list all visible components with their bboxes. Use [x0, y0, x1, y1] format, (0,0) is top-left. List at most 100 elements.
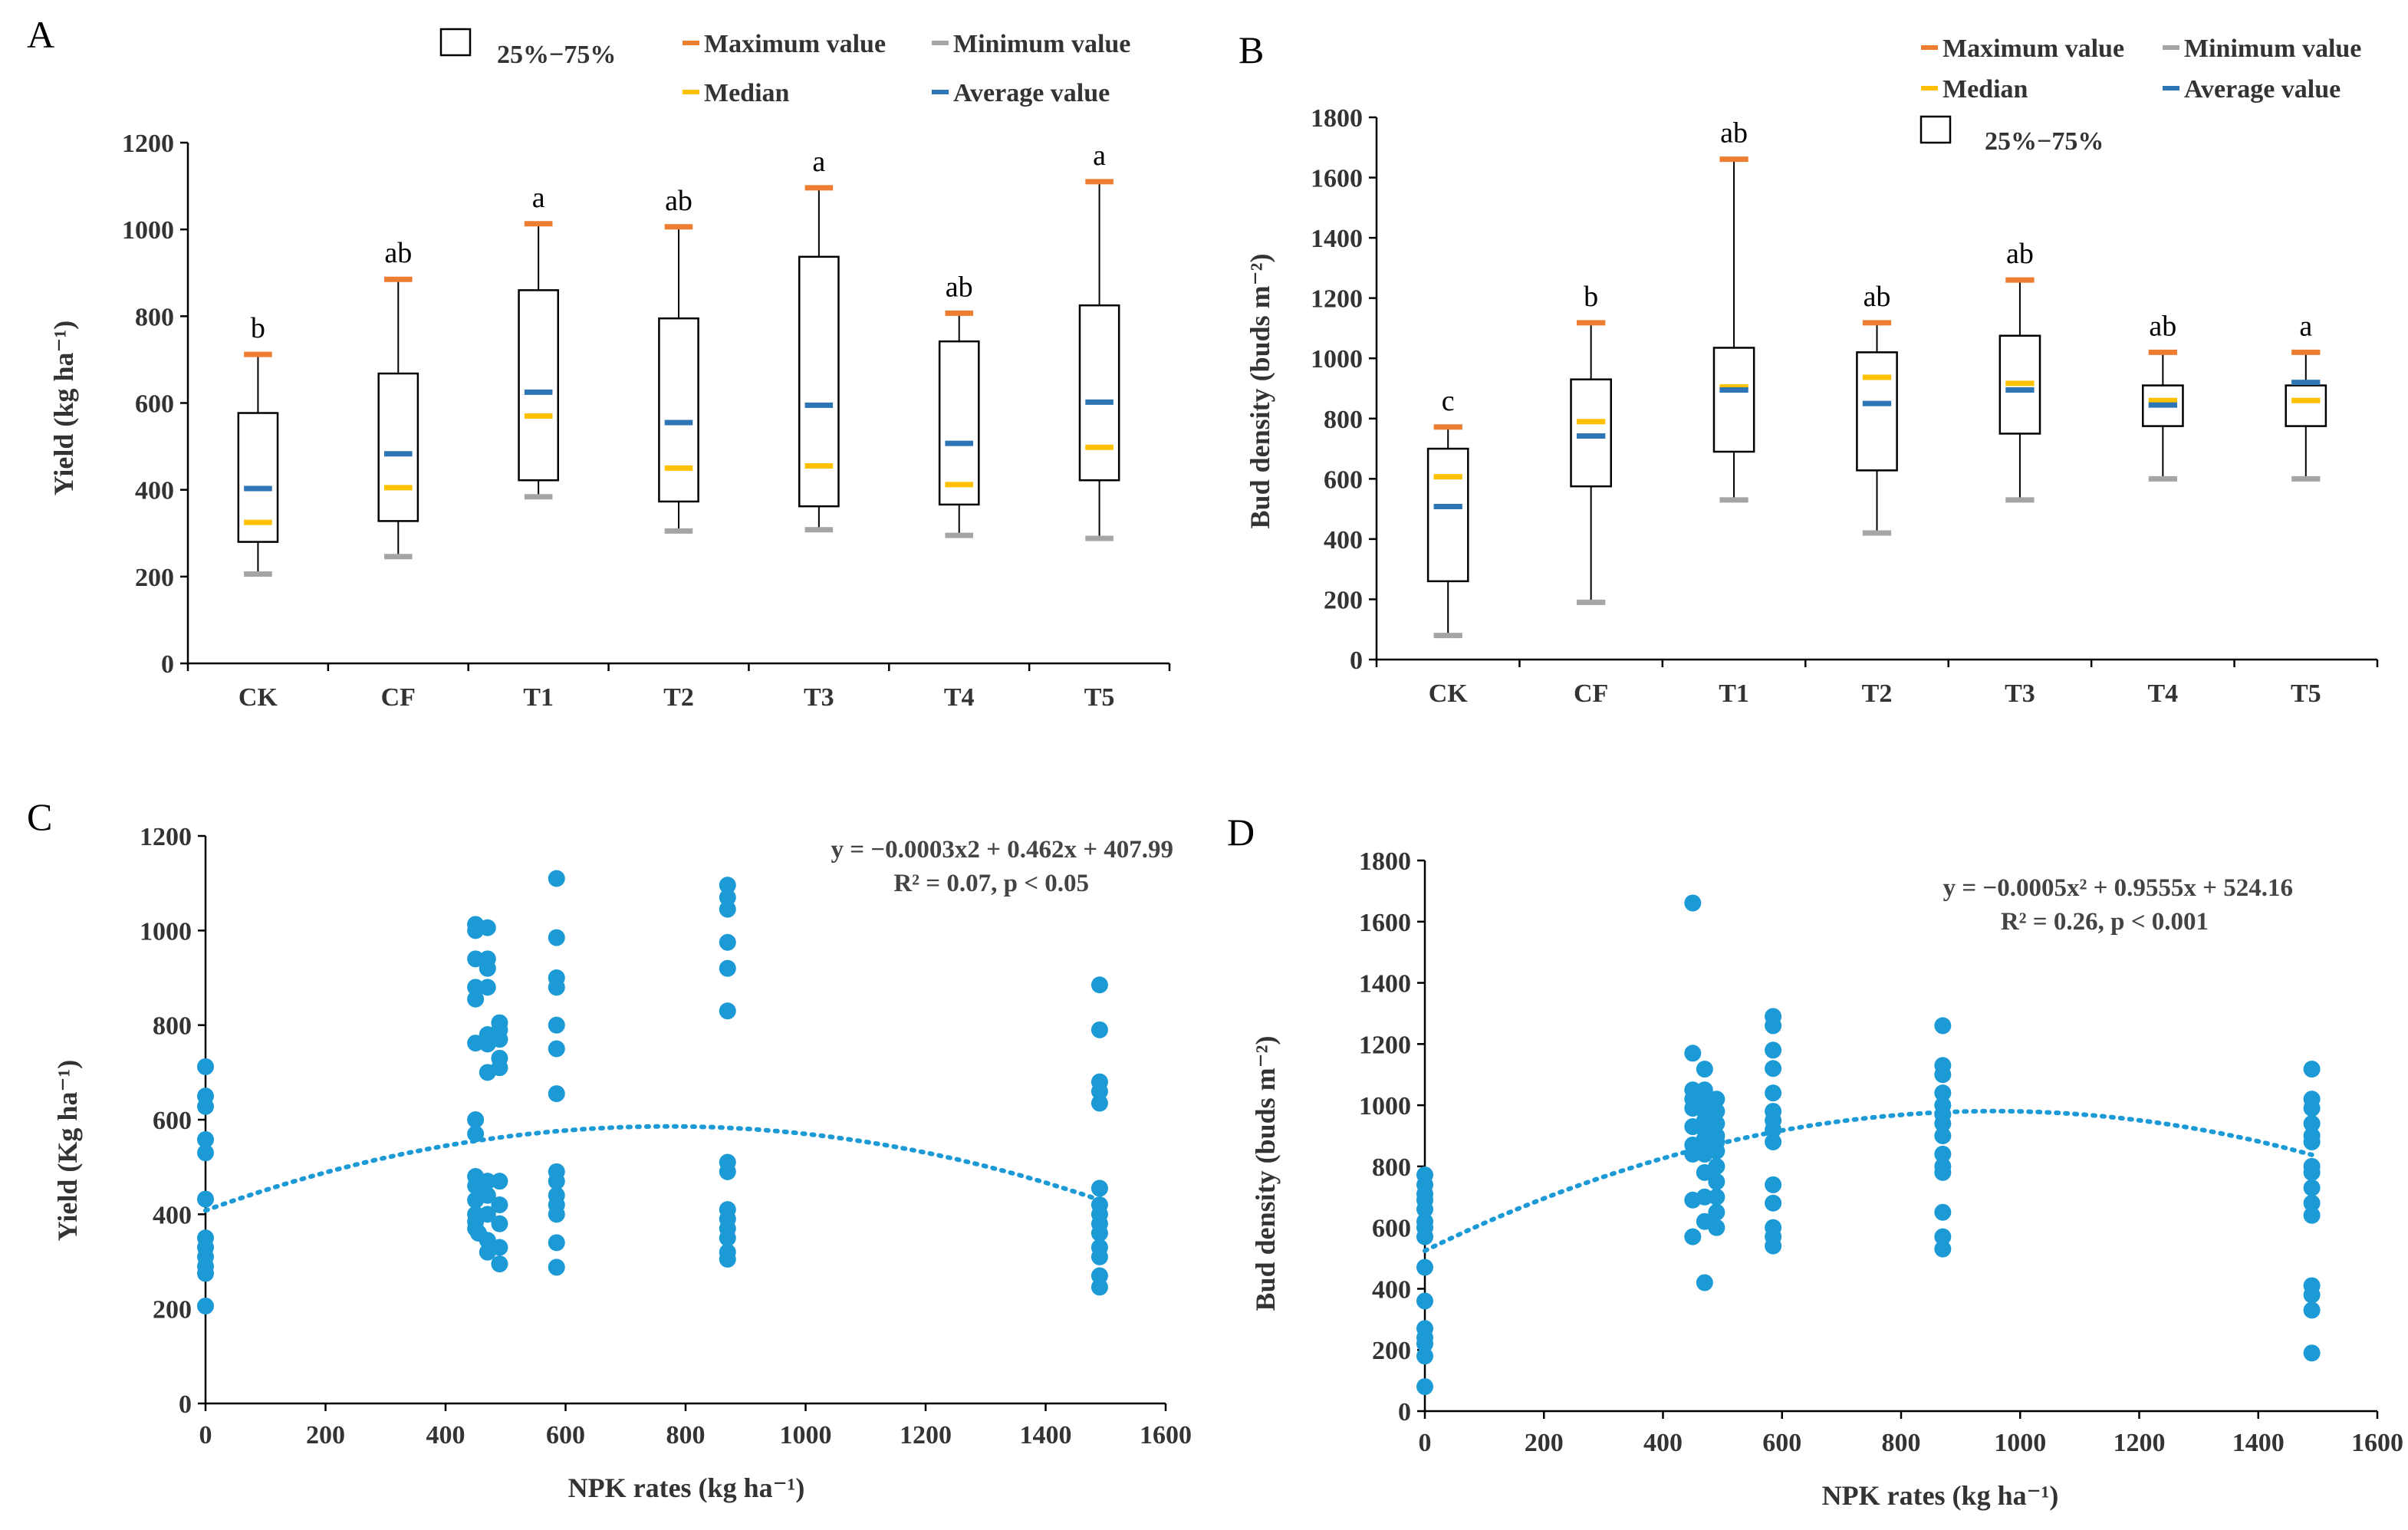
data-point [467, 1035, 485, 1052]
chart-d-svg: D y = −0.0005x² + 0.9555x + 524.16 R² = … [1227, 811, 2403, 1511]
data-point [1684, 1145, 1702, 1163]
data-point [1934, 1240, 1952, 1258]
significance-label: ab [2006, 238, 2034, 270]
data-point [548, 1259, 565, 1276]
data-point [1934, 1228, 1952, 1245]
data-point [1765, 1017, 1782, 1035]
data-point [1765, 1060, 1782, 1078]
significance-label: b [1584, 281, 1598, 313]
data-point [719, 1002, 736, 1020]
significance-label: ab [1720, 117, 1748, 150]
data-point [1765, 1133, 1782, 1150]
data-point [719, 1229, 736, 1247]
y-tick-label: 1600 [1359, 909, 1411, 937]
data-point [1765, 1176, 1782, 1193]
data-point [1934, 1017, 1952, 1035]
x-tick-label: 800 [666, 1421, 706, 1449]
y-tick-label: 0 [1350, 647, 1363, 675]
data-point [719, 877, 736, 894]
data-point [479, 1186, 496, 1204]
x-category-label: T1 [1719, 679, 1749, 708]
significance-label: c [1442, 385, 1455, 417]
trend-curve [203, 1124, 1102, 1213]
x-tick-label: 1400 [2232, 1429, 2285, 1457]
x-category-label: T3 [2005, 679, 2035, 708]
x-category-label: T1 [523, 683, 554, 712]
data-point [2303, 1115, 2321, 1133]
data-point [1091, 1225, 1108, 1242]
significance-label: ab [384, 237, 412, 269]
y-tick-label: 200 [1372, 1337, 1411, 1365]
y-tick-label: 1400 [1359, 970, 1411, 999]
data-point [1696, 1081, 1713, 1099]
data-point [197, 1190, 214, 1208]
data-point [491, 1255, 508, 1273]
x-tick-label: 0 [199, 1421, 212, 1449]
iqr-box [1570, 378, 1612, 488]
data-point [1765, 1084, 1782, 1102]
x-axis-title-d: NPK rates (kg ha⁻¹) [1822, 1480, 2059, 1511]
legend-b: Maximum value Minimum value Median Avera… [1919, 35, 2361, 156]
data-point [719, 933, 736, 951]
data-point [719, 959, 736, 977]
panel-d: D y = −0.0005x² + 0.9555x + 524.16 R² = … [1204, 767, 2408, 1530]
legend-min-label: Minimum value [2184, 35, 2361, 63]
chart-c-svg: C y = −0.0003x2 + 0.462x + 407.99 R² = 0… [27, 795, 1192, 1503]
data-point [1684, 1228, 1702, 1245]
data-point [548, 1173, 565, 1190]
x-tick-label: 1600 [1140, 1421, 1192, 1449]
legend-max-label: Maximum value [704, 30, 886, 58]
data-point [719, 889, 736, 906]
panel-letter-c: C [27, 795, 52, 838]
y-tick-label: 0 [161, 650, 174, 679]
data-point [1708, 1115, 1725, 1133]
data-point [467, 1111, 485, 1128]
data-point [1708, 1091, 1725, 1108]
data-point [1696, 1061, 1713, 1078]
x-tick-label: 200 [1525, 1429, 1564, 1457]
data-point [197, 1265, 214, 1282]
data-point [2303, 1301, 2321, 1319]
y-tick-label: 400 [1324, 526, 1363, 554]
x-tick-label: 0 [1419, 1429, 1432, 1457]
data-point [2303, 1286, 2321, 1304]
r2-d: R² = 0.26, p < 0.001 [2001, 908, 2209, 936]
y-tick-label: 200 [1324, 586, 1363, 614]
y-tick-label: 0 [179, 1390, 192, 1419]
data-point [719, 1163, 736, 1180]
data-point [548, 1016, 565, 1034]
data-point [1708, 1142, 1725, 1160]
data-point [197, 1058, 214, 1075]
y-tick-label: 1400 [1311, 225, 1363, 253]
data-point [548, 870, 565, 887]
y-axis-title-b: Bud density (buds m⁻²) [1245, 254, 1275, 529]
y-tick-label: 1200 [1311, 285, 1363, 314]
data-point [2303, 1206, 2321, 1224]
x-tick-label: 400 [1643, 1429, 1683, 1457]
y-axis-title-d: Bud density (buds m⁻²) [1250, 1036, 1281, 1311]
data-point [1708, 1173, 1725, 1190]
data-point [2303, 1133, 2321, 1150]
y-tick-label: 400 [1372, 1275, 1411, 1304]
panel-b: B Maximum value Minimum value Median Ave… [1204, 0, 2408, 755]
data-point [2303, 1344, 2321, 1362]
data-point [1765, 1194, 1782, 1212]
data-point [1416, 1335, 1433, 1353]
legend-box-label: 25%−75% [1985, 127, 2104, 156]
data-point [548, 1040, 565, 1058]
legend-max-label: Maximum value [1943, 35, 2124, 63]
data-point [491, 1059, 508, 1077]
data-point [1416, 1292, 1433, 1310]
iqr-box [377, 372, 419, 522]
data-point [491, 1196, 508, 1213]
x-category-label: T3 [804, 683, 834, 712]
x-tick-label: 1600 [2351, 1429, 2403, 1457]
data-point [1934, 1145, 1952, 1163]
significance-label: ab [946, 271, 973, 303]
x-tick-label: 1000 [1994, 1429, 2046, 1457]
plot-area-c: 0 200 400 600 800 1000 1200 0 200 400 600 800 1000 12… [140, 823, 1192, 1449]
significance-label: b [251, 312, 265, 344]
trend-curve [1423, 1108, 2314, 1253]
iqr-box [1712, 347, 1755, 453]
iqr-box [938, 340, 980, 506]
